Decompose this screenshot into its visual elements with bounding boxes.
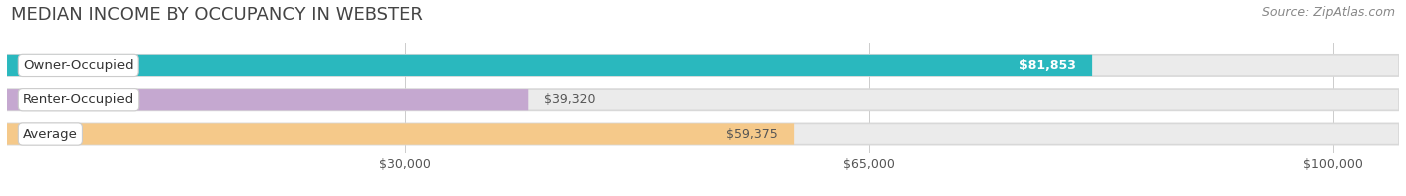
Text: MEDIAN INCOME BY OCCUPANCY IN WEBSTER: MEDIAN INCOME BY OCCUPANCY IN WEBSTER xyxy=(11,6,423,24)
FancyBboxPatch shape xyxy=(7,55,1399,76)
Text: $39,320: $39,320 xyxy=(544,93,596,106)
Text: Owner-Occupied: Owner-Occupied xyxy=(22,59,134,72)
Text: $59,375: $59,375 xyxy=(727,128,779,141)
FancyBboxPatch shape xyxy=(7,123,794,145)
FancyBboxPatch shape xyxy=(7,89,1399,110)
Text: Source: ZipAtlas.com: Source: ZipAtlas.com xyxy=(1261,6,1395,19)
FancyBboxPatch shape xyxy=(7,55,1092,76)
Text: Renter-Occupied: Renter-Occupied xyxy=(22,93,134,106)
Text: Average: Average xyxy=(22,128,77,141)
Text: $81,853: $81,853 xyxy=(1019,59,1076,72)
FancyBboxPatch shape xyxy=(7,123,1399,145)
FancyBboxPatch shape xyxy=(7,89,529,110)
